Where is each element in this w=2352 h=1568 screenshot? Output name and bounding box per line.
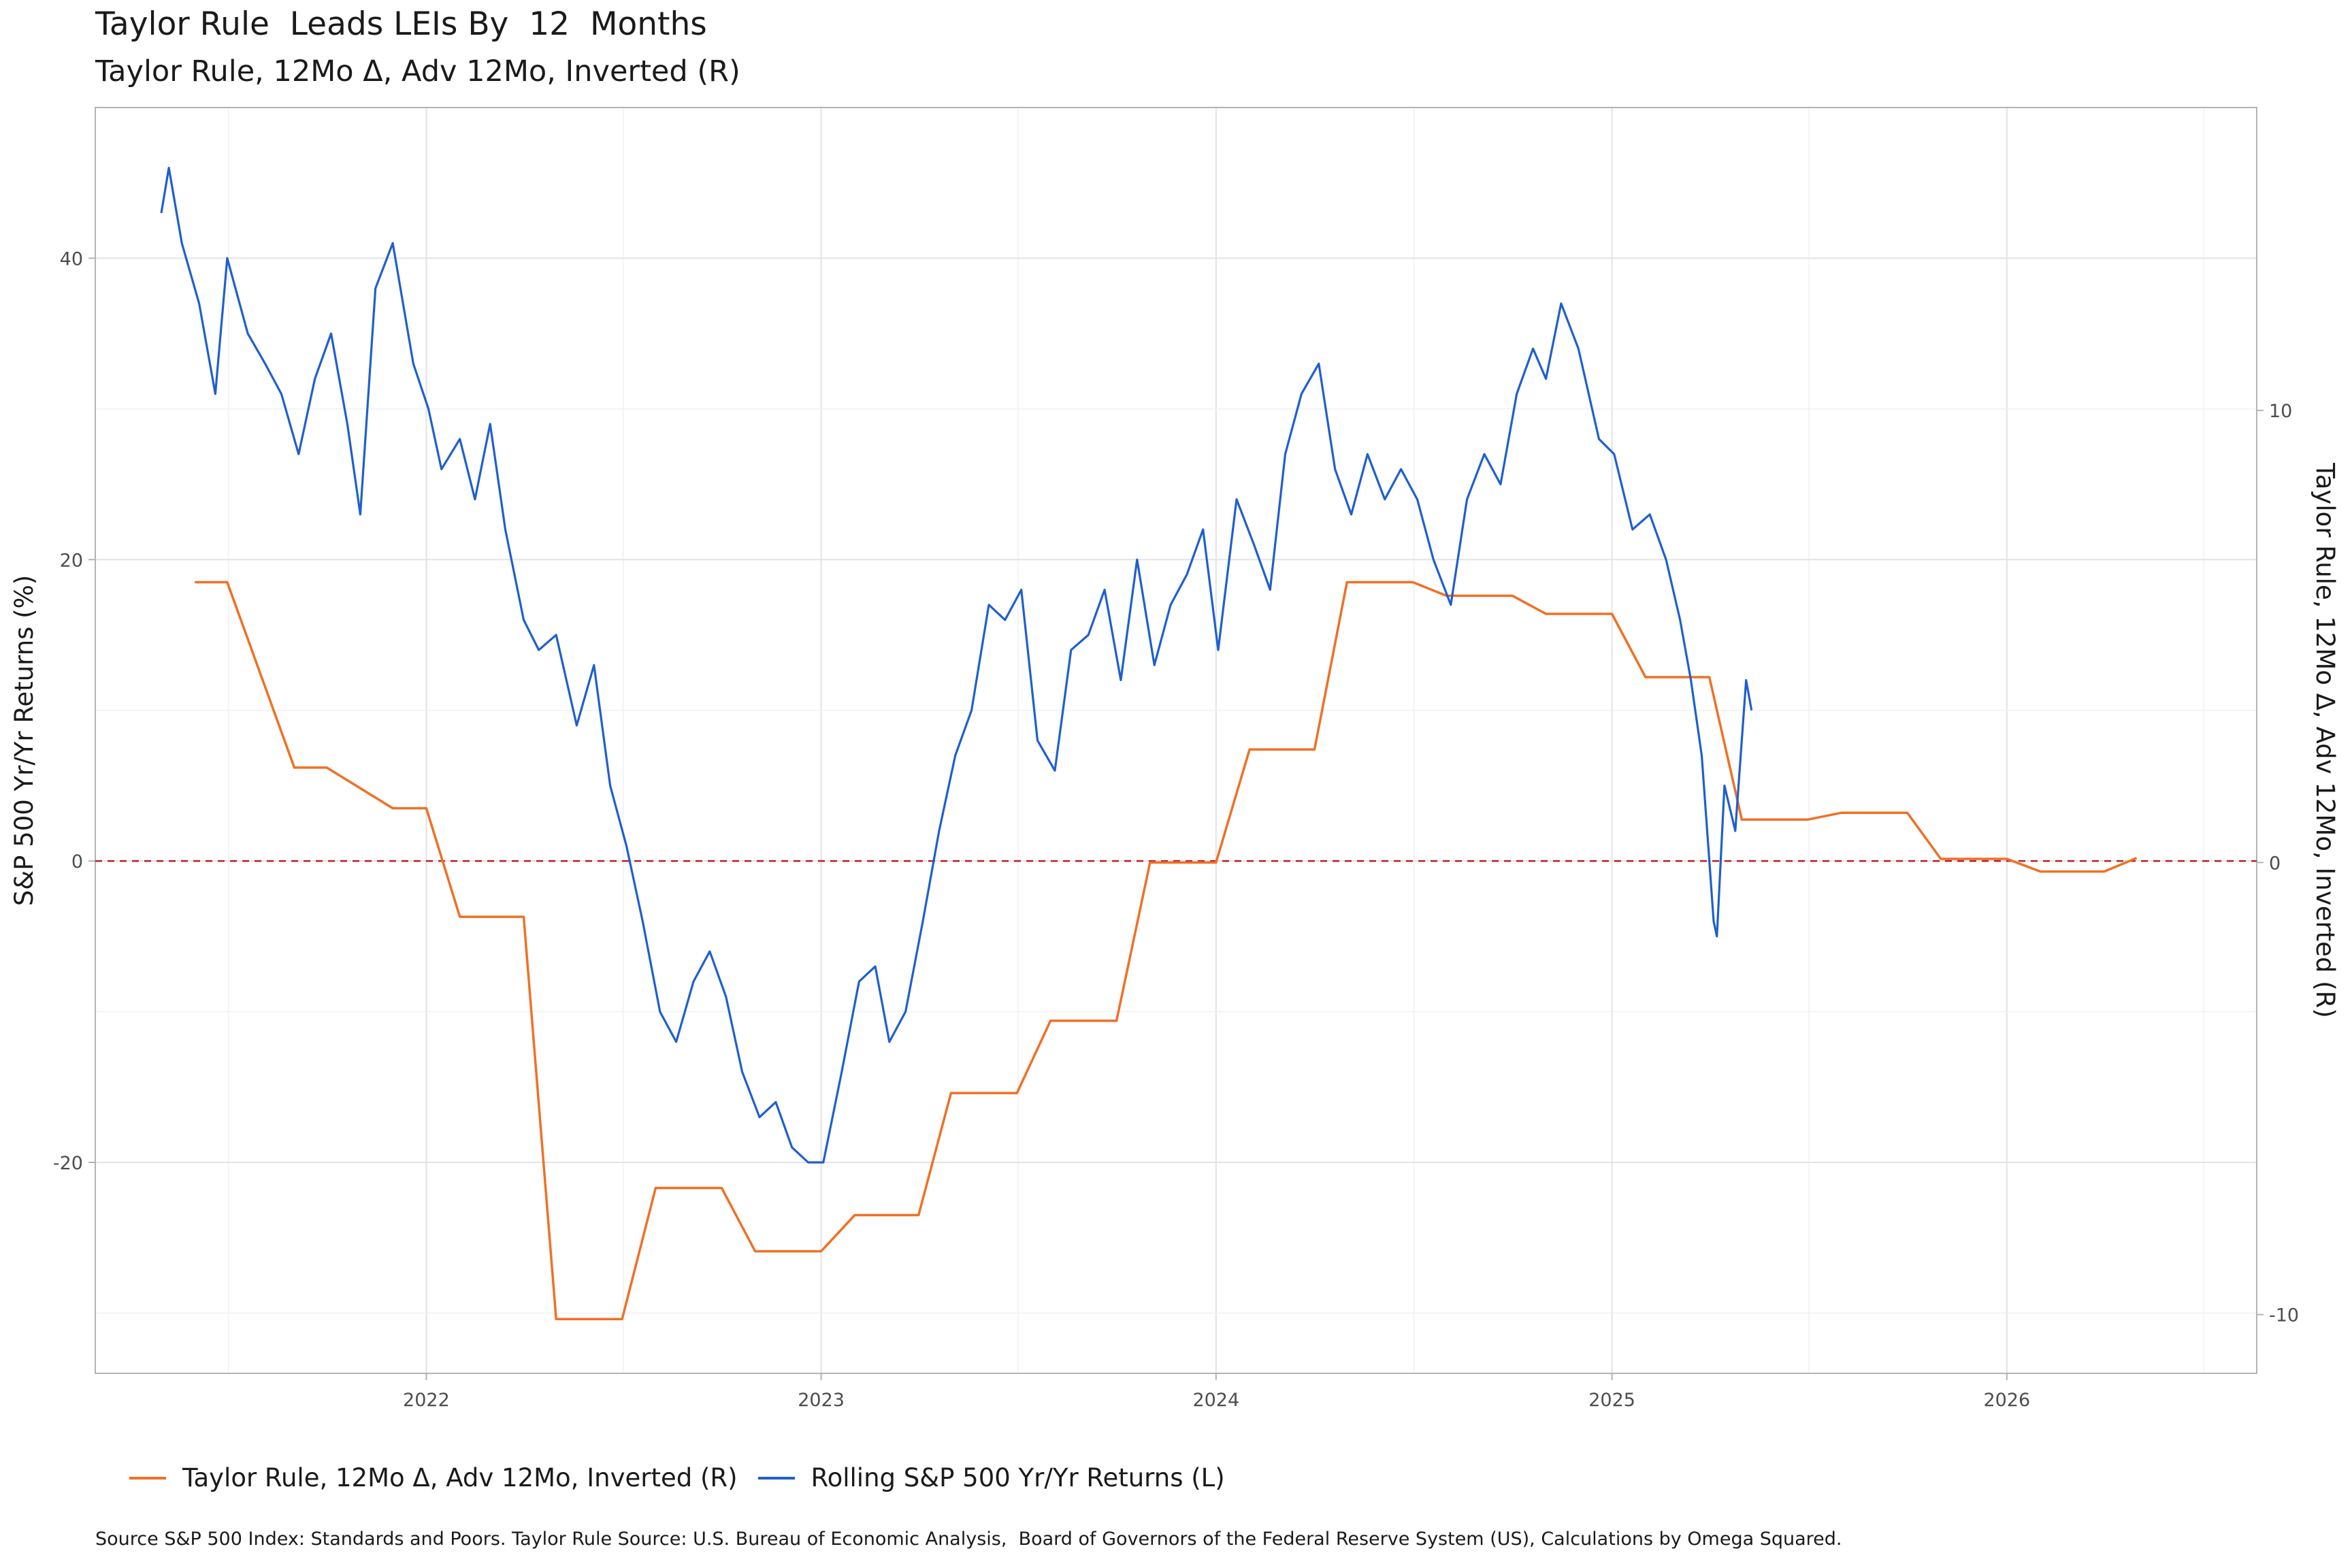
chart-subtitle: Taylor Rule, 12Mo Δ, Adv 12Mo, Inverted … bbox=[95, 54, 740, 88]
series-layer bbox=[160, 167, 2138, 1321]
series-line-taylor-rule bbox=[195, 581, 2138, 1321]
y-right-tick-label: 0 bbox=[2269, 853, 2281, 874]
source-note: Source S&P 500 Index: Standards and Poor… bbox=[95, 1529, 1842, 1550]
legend-label-taylor: Taylor Rule, 12Mo Δ, Adv 12Mo, Inverted … bbox=[182, 1463, 738, 1492]
legend-label-sp500: Rolling S&P 500 Yr/Yr Returns (L) bbox=[811, 1463, 1225, 1492]
x-tick-label: 2026 bbox=[1983, 1390, 2030, 1411]
legend-item-sp500: Rolling S&P 500 Yr/Yr Returns (L) bbox=[757, 1463, 1225, 1492]
x-tick-label: 2024 bbox=[1192, 1390, 1239, 1411]
axis-ticks: 2022 2023 2024 2025 2026 -20 0 20 40 -10 0 10 bbox=[53, 248, 2299, 1411]
y-right-tick-label: -10 bbox=[2269, 1305, 2299, 1326]
y-left-tick-label: 0 bbox=[71, 851, 83, 872]
legend-key-taylor bbox=[129, 1476, 166, 1480]
y-right-tick-label: 10 bbox=[2269, 401, 2292, 422]
grid-lines bbox=[95, 108, 2257, 1373]
legend: Taylor Rule, 12Mo Δ, Adv 12Mo, Inverted … bbox=[129, 1463, 1245, 1492]
y-left-tick-label: 20 bbox=[60, 550, 83, 571]
y-axis-right-title: Taylor Rule, 12Mo Δ, Adv 12Mo, Inverted … bbox=[2310, 462, 2340, 1018]
x-tick-label: 2025 bbox=[1588, 1390, 1635, 1411]
panel-border bbox=[95, 107, 2257, 1374]
x-tick-label: 2023 bbox=[798, 1390, 845, 1411]
series-line-sp500-returns bbox=[160, 167, 1753, 1164]
legend-item-taylor: Taylor Rule, 12Mo Δ, Adv 12Mo, Inverted … bbox=[129, 1463, 738, 1492]
chart-title: Taylor Rule Leads LEIs By 12 Months bbox=[95, 5, 707, 43]
y-left-tick-label: -20 bbox=[53, 1153, 83, 1174]
y-left-tick-label: 40 bbox=[60, 248, 83, 270]
y-axis-left-title: S&P 500 Yr/Yr Returns (%) bbox=[10, 575, 39, 906]
x-tick-label: 2022 bbox=[403, 1390, 450, 1411]
legend-key-sp500 bbox=[757, 1476, 795, 1480]
